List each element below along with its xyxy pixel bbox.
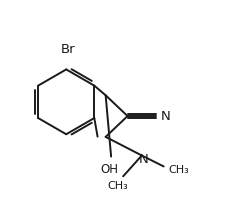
Text: CH₃: CH₃ — [168, 165, 189, 175]
Text: CH₃: CH₃ — [107, 181, 128, 191]
Text: N: N — [161, 110, 171, 123]
Text: N: N — [138, 153, 148, 166]
Text: OH: OH — [100, 163, 118, 176]
Text: Br: Br — [61, 43, 76, 56]
